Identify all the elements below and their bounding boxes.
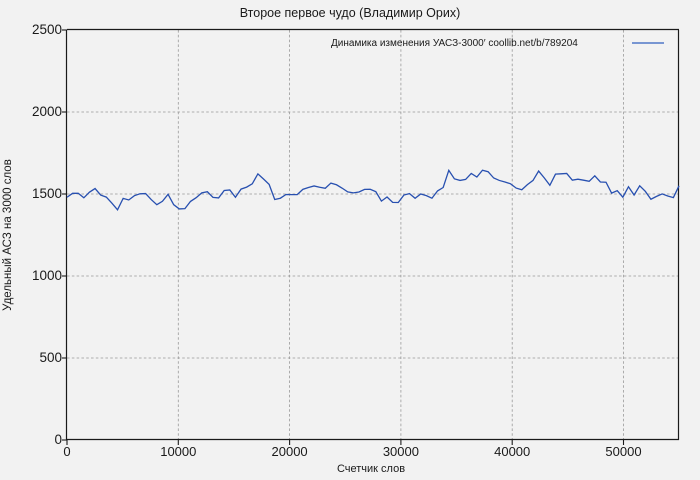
svg-text:20000: 20000 [272, 444, 308, 459]
svg-text:Второе первое чудо (Владимир О: Второе первое чудо (Владимир Орих) [240, 6, 461, 20]
svg-text:2000: 2000 [32, 104, 62, 119]
svg-text:2500: 2500 [32, 22, 62, 37]
svg-text:0: 0 [54, 432, 62, 447]
svg-text:Динамика изменения УАСЗ-3000′: Динамика изменения УАСЗ-3000′ coollib.ne… [331, 38, 578, 49]
svg-text:1000: 1000 [32, 268, 62, 283]
svg-text:30000: 30000 [383, 444, 419, 459]
svg-text:10000: 10000 [160, 444, 196, 459]
svg-text:50000: 50000 [605, 444, 641, 459]
svg-text:Удельный АСЗ на 3000 слов: Удельный АСЗ на 3000 слов [2, 159, 14, 311]
svg-text:0: 0 [63, 444, 70, 459]
svg-text:Счетчик слов: Счетчик слов [337, 463, 405, 475]
svg-text:500: 500 [39, 350, 62, 365]
svg-text:1500: 1500 [32, 186, 62, 201]
svg-text:40000: 40000 [494, 444, 530, 459]
